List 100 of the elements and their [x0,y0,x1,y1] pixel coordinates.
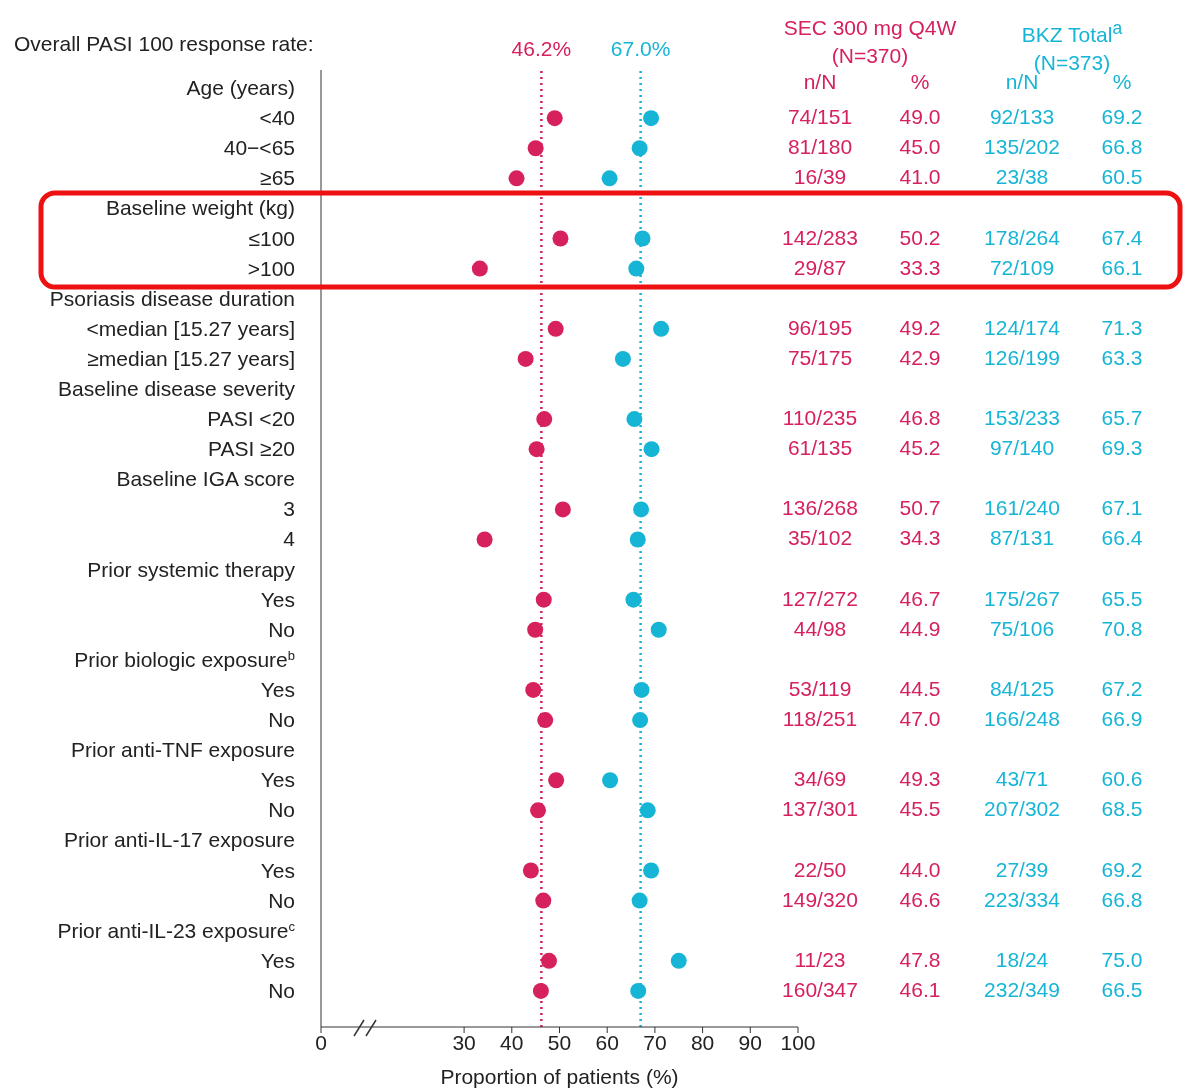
data-label: 42.9 [898,345,942,370]
text: 75/106 [988,616,1056,641]
data-label: 68.5 [1100,797,1144,822]
y-tick-label: Yes [260,677,295,701]
text: 178/264 [983,225,1061,250]
y-tick-label: No [268,798,295,822]
text: 23/38 [994,165,1050,190]
y-tick-label: ≥65 [260,166,295,190]
y-tick-label: No [268,617,295,641]
x-tick-label: 80 [690,1030,715,1054]
point [532,982,549,999]
point [634,230,651,247]
annotation: 11/23 [793,947,847,972]
data-label: 33.3 [898,255,942,280]
text: 207/302 [983,797,1061,822]
annotation: 74/151 [786,105,854,130]
y-tick-label: Baseline disease severity [58,377,296,400]
point [527,621,544,638]
x-tick-label: 40 [500,1030,524,1054]
point [535,892,552,909]
point [528,441,545,458]
text: 97/140 [988,436,1056,461]
point [650,621,667,638]
y-tick-label: Prior biologic exposure$^{b}$ [74,647,295,671]
data-label: 69.2 [1100,105,1144,130]
y-tick-label: PASI ≥20 [207,437,295,461]
data-label: 44.5 [898,676,942,701]
point [522,862,539,879]
y-tick-label: PASI <20 [207,407,295,431]
data-label: 65.5 [1100,586,1144,611]
data-label: 44.9 [898,616,942,641]
y-tick-label: No [268,978,295,1002]
x-tick-label: 60 [595,1030,619,1054]
point [643,110,660,127]
data-label: 75.0 [1100,947,1144,972]
x-tick-label: 30 [452,1030,476,1054]
y-tick-label: Prior anti-IL-17 exposure [63,828,295,852]
x-axis-title: Proportion of patients (%) [440,1065,679,1088]
y-tick-label: Prior anti-TNF exposure [70,738,295,762]
point [554,501,571,518]
y-tick-label: 40−<65 [223,136,295,160]
text: 153/233 [983,406,1061,431]
annotation: 127/272 [781,586,859,611]
data-label: 67.1 [1100,496,1144,521]
y-tick-label: No [268,888,295,912]
point [537,712,554,729]
text: 43/71 [994,767,1050,792]
point [546,110,563,127]
y-tick-label: Yes [260,858,295,882]
x-tick-label: 90 [738,1030,762,1054]
annotation: 35/102 [786,526,854,551]
ref-line-label: 46.2% [511,37,572,60]
data-label: 45.0 [898,135,942,160]
ref-line-label: 67.0% [610,37,671,60]
data-label: 46.1 [898,977,942,1002]
y-tick-label: Psoriasis disease duration [49,286,295,310]
y-tick-label: Prior anti-IL-23 exposure$^{c}$ [57,918,296,942]
point [629,531,646,548]
data-label: 66.8 [1100,887,1144,912]
point [631,892,648,909]
data-label: 69.2 [1100,857,1144,882]
point [541,952,558,969]
annotation: 118/251 [781,707,859,732]
data-label: 66.8 [1100,135,1144,160]
point [552,230,569,247]
text: 84/125 [988,676,1056,701]
point [630,982,647,999]
point [547,320,564,337]
text: SEC 300 mg Q4W (N=370) [782,15,958,69]
y-tick-label: Prior systemic therapy [87,557,296,581]
data-label: 60.6 [1100,767,1144,792]
data-label: 49.2 [898,315,942,340]
data-label: 46.6 [898,887,942,912]
data-label: 44.0 [898,857,942,882]
x-tick-label: 50 [547,1030,572,1054]
point [601,170,618,187]
data-label: 65.7 [1100,406,1144,431]
annotation: 110/235 [781,406,859,431]
data-label: 50.2 [898,225,942,250]
point [631,140,648,157]
point [602,772,619,789]
annotation: 142/283 [781,225,859,250]
point [530,802,547,819]
y-tick-label: Yes [260,948,295,972]
point [548,772,565,789]
data-label: 34.3 [898,526,942,551]
annotation: 149/320 [781,887,859,912]
point [527,140,544,157]
data-label: 41.0 [898,165,942,190]
y-tick-label: No [268,708,295,732]
y-tick-label: >100 [247,256,295,280]
text: 135/202 [983,135,1061,160]
data-label: 69.3 [1100,436,1144,461]
point [508,170,525,187]
data-label: 66.5 [1100,977,1144,1002]
point [633,501,650,518]
annotation: 81/180 [786,135,854,160]
annotation: 44/98 [792,616,848,641]
annotation: 96/195 [786,315,854,340]
annotation: 136/268 [781,496,859,521]
